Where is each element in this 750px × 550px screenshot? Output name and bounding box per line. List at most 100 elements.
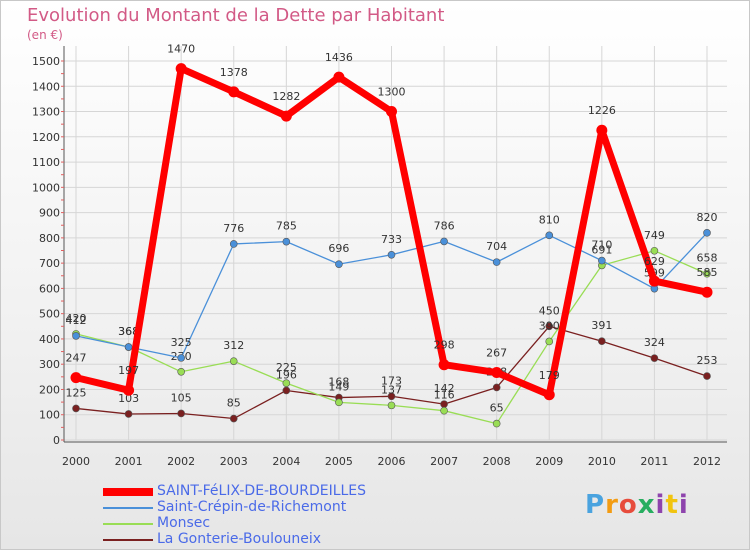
data-label: 420 [66, 312, 87, 325]
data-label: 710 [591, 239, 612, 252]
x-tick-label: 2004 [272, 455, 300, 468]
data-point [124, 343, 133, 351]
data-label: 168 [328, 376, 349, 389]
chart-title: Evolution du Montant de la Dette par Hab… [27, 5, 445, 26]
data-point [387, 250, 396, 259]
data-point [703, 372, 711, 380]
data-label: 412 [66, 314, 87, 327]
y-tick-label: 1400 [32, 80, 60, 93]
data-point [70, 372, 82, 384]
y-tick-label: 700 [39, 257, 60, 270]
data-label: 103 [118, 392, 139, 405]
data-label: 368 [118, 325, 139, 338]
data-point [492, 258, 501, 266]
data-point [492, 383, 501, 392]
data-label: 776 [223, 222, 244, 235]
x-tick-label: 2003 [220, 455, 248, 468]
data-label: 325 [171, 336, 192, 349]
legend-swatch [103, 539, 153, 541]
data-label: 105 [171, 391, 192, 404]
data-label: 1300 [378, 86, 406, 99]
y-tick-label: 1200 [32, 131, 60, 144]
data-label: 749 [644, 229, 665, 242]
data-point [177, 409, 185, 418]
data-point [124, 410, 133, 418]
data-point [491, 367, 503, 379]
data-label: 179 [539, 369, 560, 382]
y-tick-label: 800 [39, 232, 60, 245]
data-label: 1226 [588, 104, 616, 117]
data-point [543, 389, 555, 401]
data-label: 1470 [167, 43, 195, 56]
y-tick-label: 100 [39, 409, 60, 422]
data-point [177, 367, 185, 376]
data-label: 390 [539, 319, 560, 332]
y-tick-label: 900 [39, 207, 60, 220]
data-label: 658 [697, 252, 718, 265]
data-point [335, 260, 343, 268]
data-label: 142 [434, 382, 455, 395]
data-point [650, 354, 659, 362]
y-tick-label: 500 [39, 308, 60, 321]
data-point [333, 71, 345, 83]
data-label: 65 [490, 402, 504, 415]
x-tick-label: 2001 [115, 455, 143, 468]
x-tick-label: 2012 [693, 455, 721, 468]
legend-label: Saint-Crépin-de-Richemont [157, 499, 347, 515]
x-tick-label: 2011 [640, 455, 668, 468]
data-label: 786 [434, 219, 455, 232]
data-label: 173 [381, 374, 402, 387]
data-point [492, 419, 501, 428]
data-point [229, 357, 238, 365]
y-tick-label: 1000 [32, 181, 60, 194]
data-label: 267 [486, 347, 507, 360]
data-label: 585 [697, 266, 718, 279]
data-label: 253 [697, 354, 718, 367]
proxiti-logo: Proxiti [585, 490, 689, 520]
x-tick-label: 2009 [535, 455, 563, 468]
data-label: 312 [223, 339, 244, 352]
y-tick-label: 0 [53, 434, 60, 447]
data-point [282, 237, 291, 246]
data-label: 149 [328, 380, 349, 393]
data-point [703, 269, 711, 278]
data-point [177, 354, 185, 362]
legend-swatch [103, 488, 153, 496]
data-point [703, 229, 711, 237]
chart-subtitle: (en €) [27, 28, 63, 42]
data-label: 247 [66, 352, 87, 365]
data-label: 368 [118, 325, 139, 338]
data-point [280, 110, 292, 122]
data-label: 196 [276, 368, 297, 381]
y-tick-label: 1300 [32, 106, 60, 119]
data-label: 820 [697, 211, 718, 224]
x-tick-label: 2008 [483, 455, 511, 468]
data-point [72, 332, 80, 340]
y-tick-label: 600 [39, 282, 60, 295]
data-point [229, 414, 238, 423]
data-label: 691 [591, 243, 612, 256]
data-point [229, 240, 238, 248]
data-label: 629 [644, 255, 665, 268]
data-point [598, 337, 606, 346]
data-point [387, 392, 396, 401]
data-point [440, 237, 448, 246]
data-point [387, 401, 396, 410]
data-label: 1282 [272, 90, 300, 103]
y-tick-label: 300 [39, 358, 60, 371]
data-point [282, 386, 291, 395]
data-point [282, 379, 291, 387]
legend-label: Monsec [157, 515, 211, 531]
legend-label: La Gonterie-Boulouneix [157, 531, 322, 547]
data-point [123, 384, 135, 396]
x-tick-label: 2007 [430, 455, 458, 468]
data-label: 298 [434, 339, 455, 352]
data-point [701, 286, 713, 298]
data-label: 1436 [325, 51, 353, 64]
data-point [228, 86, 240, 98]
data-label: 85 [227, 397, 241, 410]
x-tick-label: 2002 [167, 455, 195, 468]
data-label: 324 [644, 336, 665, 349]
